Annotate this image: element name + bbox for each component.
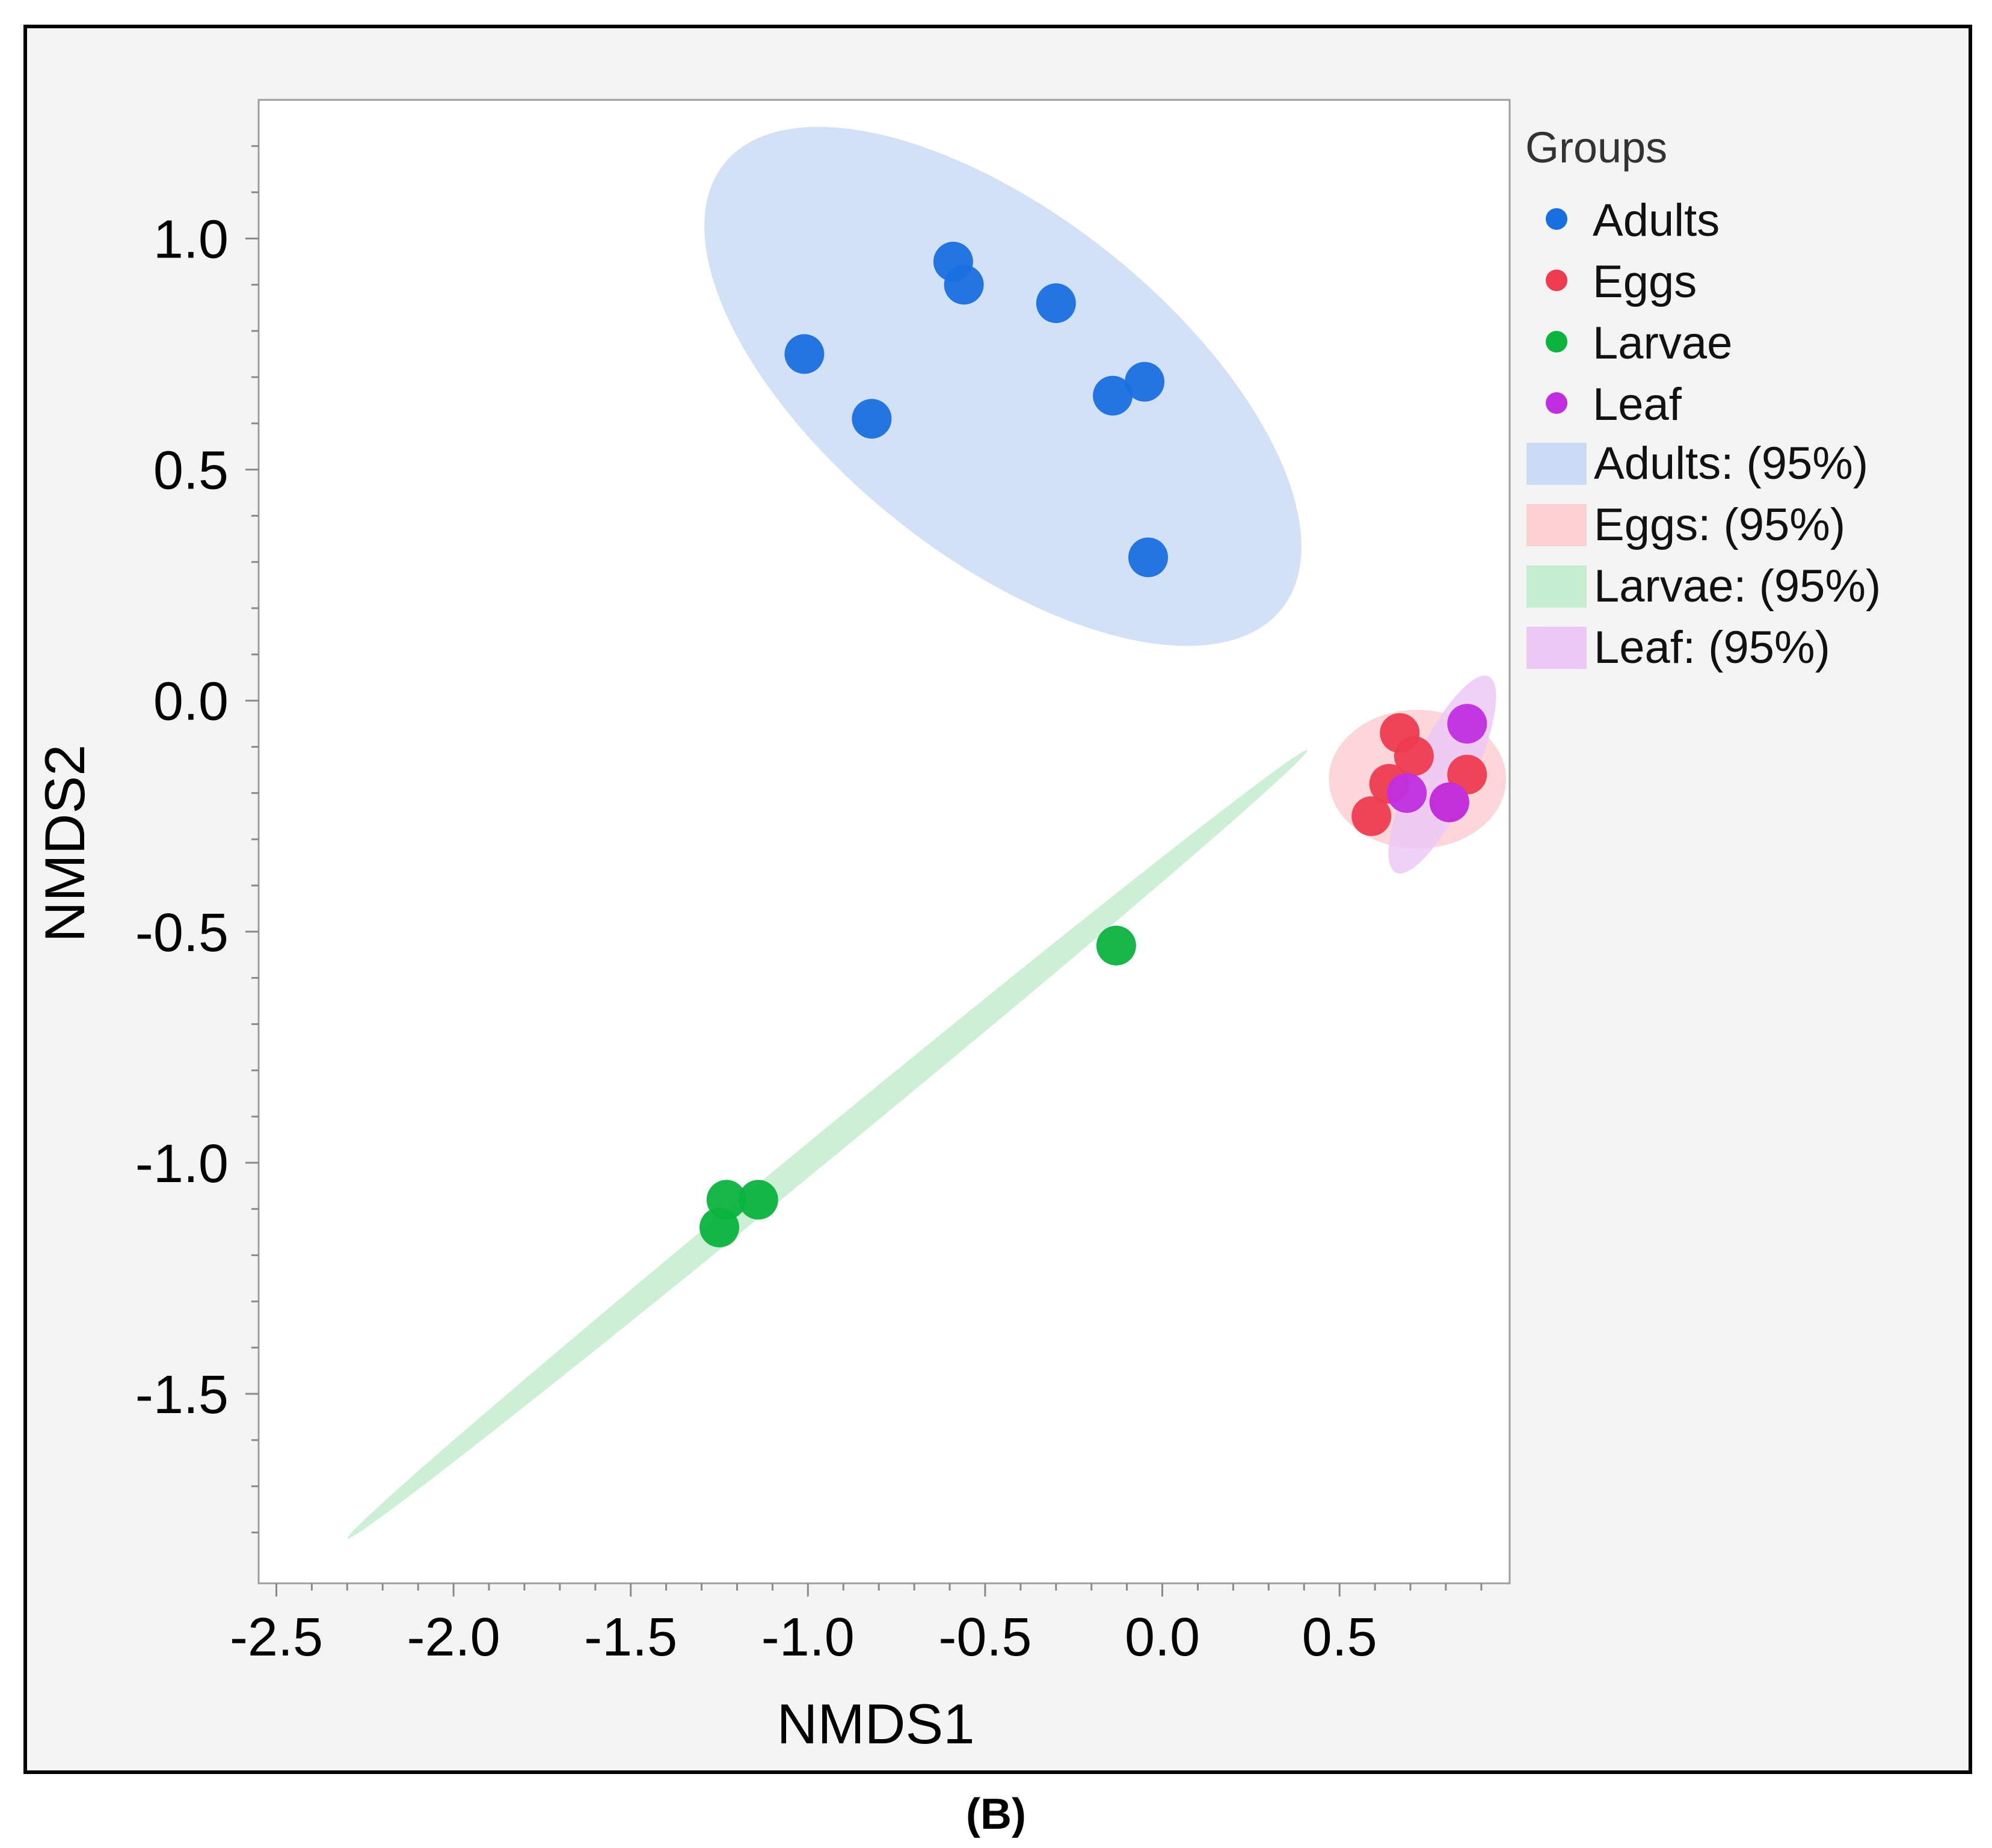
ellipse-larvae xyxy=(348,750,1308,1539)
y-tick-label: -0.5 xyxy=(135,903,229,963)
point-adults xyxy=(1128,537,1168,578)
point-eggs xyxy=(1394,736,1434,776)
legend-ellipse-label-leaf: Leaf: (95%) xyxy=(1594,622,1830,673)
point-adults xyxy=(1093,375,1133,416)
point-leaf xyxy=(1447,704,1487,744)
legend-label-adults: Adults xyxy=(1593,195,1720,246)
legend-swatch-eggs xyxy=(1526,504,1587,546)
x-axis-label: NMDS1 xyxy=(776,1692,974,1755)
legend-swatch-leaf xyxy=(1526,627,1587,669)
legend-swatch-larvae xyxy=(1526,565,1587,608)
y-tick-label: 0.0 xyxy=(153,672,229,732)
legend-marker-adults xyxy=(1546,208,1567,230)
legend-title: Groups xyxy=(1525,124,1667,172)
x-axis: -2.5 -2.0 -1.5 -1.0 -0.5 0.0 0.5 xyxy=(230,1583,1483,1668)
legend-ellipse-label-eggs: Eggs: (95%) xyxy=(1594,499,1845,550)
legend-marker-larvae xyxy=(1546,331,1567,353)
ellipse-adults xyxy=(704,126,1302,646)
point-larvae xyxy=(699,1207,739,1248)
x-tick-label: -1.5 xyxy=(584,1607,677,1668)
legend-swatch-adults xyxy=(1526,443,1587,485)
point-adults xyxy=(1036,283,1076,323)
legend-label-larvae: Larvae xyxy=(1593,318,1732,369)
y-tick-label: -1.5 xyxy=(135,1365,229,1425)
x-tick-label: -1.0 xyxy=(761,1607,855,1668)
x-tick-label: -2.0 xyxy=(407,1607,500,1668)
y-tick-label: 1.0 xyxy=(153,210,229,270)
point-leaf xyxy=(1387,773,1427,813)
point-larvae xyxy=(738,1180,778,1220)
point-adults xyxy=(944,265,984,305)
x-tick-label: -2.5 xyxy=(230,1607,323,1668)
point-adults xyxy=(1125,362,1165,402)
data-points xyxy=(699,241,1487,1248)
legend-ellipse-label-larvae: Larvae: (95%) xyxy=(1594,561,1881,612)
legend-label-leaf: Leaf xyxy=(1593,379,1682,430)
legend-marker-leaf xyxy=(1546,392,1567,414)
y-tick-label: -1.0 xyxy=(135,1134,229,1194)
x-tick-label: 0.0 xyxy=(1125,1607,1200,1668)
legend-marker-eggs xyxy=(1546,270,1567,291)
point-adults xyxy=(852,399,892,439)
y-axis: -1.5 -1.0 -0.5 0.0 0.5 1.0 xyxy=(135,145,259,1533)
x-tick-label: -0.5 xyxy=(938,1607,1031,1668)
point-adults xyxy=(784,334,825,374)
legend: Groups Adults Eggs Larvae Leaf Adults: (95%)… xyxy=(1525,124,1881,673)
figure-caption: (B) xyxy=(966,1790,1026,1838)
point-larvae xyxy=(1096,925,1136,966)
point-eggs xyxy=(1351,796,1392,836)
legend-ellipse-label-adults: Adults: (95%) xyxy=(1594,438,1868,489)
y-tick-label: 0.5 xyxy=(153,441,229,501)
x-tick-label: 0.5 xyxy=(1302,1607,1377,1668)
legend-label-eggs: Eggs xyxy=(1593,256,1697,307)
point-leaf xyxy=(1429,782,1469,822)
y-axis-label: NMDS2 xyxy=(33,744,96,942)
